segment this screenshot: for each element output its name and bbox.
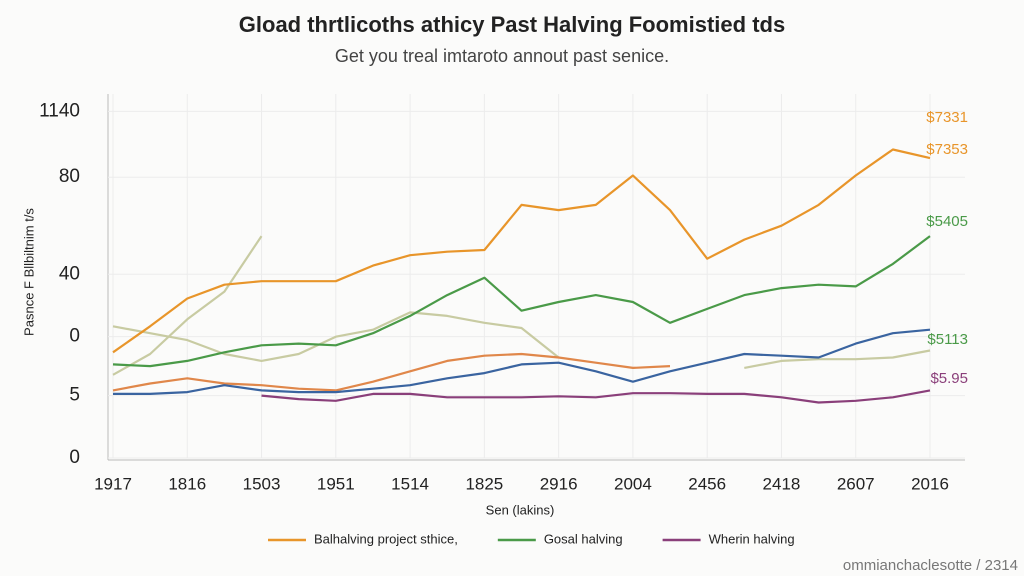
series-line: [112, 352, 671, 392]
x-tick-label: 1825: [465, 474, 503, 493]
annotation: $7331: [926, 109, 968, 126]
chart-title: Gload thrtlicoths athicy Past Halving Fo…: [239, 12, 785, 37]
watermark: ommianchaclesotte / 2314: [843, 557, 1018, 574]
x-tick-label: 1917: [94, 474, 132, 493]
x-tick-label: 2004: [614, 474, 652, 493]
x-tick-label: 1951: [317, 474, 355, 493]
x-tick-label: 2016: [911, 474, 949, 493]
annotation: $5.95: [930, 370, 968, 387]
y-tick-label: 80: [59, 166, 80, 187]
x-tick-label: 2916: [540, 474, 578, 493]
x-tick-label: 2418: [763, 474, 801, 493]
series-line: [112, 311, 931, 369]
chart-subtitle: Get you treal imtaroto annout past senic…: [335, 46, 669, 66]
annotation: $5405: [926, 213, 968, 230]
y-axis-label: Pasnce F Bllbiltnim t/s: [21, 208, 36, 336]
series-line: [261, 389, 931, 404]
series-line: [112, 235, 263, 376]
x-tick-label: 2456: [688, 474, 726, 493]
y-tick-label: 1140: [39, 100, 80, 121]
annotation: $7353: [926, 141, 968, 158]
y-tick-label: 0: [69, 447, 80, 468]
x-tick-label: 1816: [168, 474, 206, 493]
x-axis-label: Sen (lakins): [486, 502, 555, 517]
annotation: $5113: [927, 331, 968, 348]
y-tick-label: 40: [59, 263, 80, 284]
y-tick-label: 0: [69, 326, 80, 347]
series-line: [112, 148, 931, 354]
legend-label: Wherin halving: [709, 531, 795, 546]
x-tick-label: 2607: [837, 474, 875, 493]
x-tick-label: 1514: [391, 474, 429, 493]
series-line: [112, 235, 931, 368]
series-line: [113, 328, 931, 395]
legend-label: Balhalving project sthice,: [314, 531, 458, 546]
y-tick-label: 5: [69, 385, 80, 406]
legend-label: Gosal halving: [544, 531, 623, 546]
x-tick-label: 1503: [243, 474, 281, 493]
